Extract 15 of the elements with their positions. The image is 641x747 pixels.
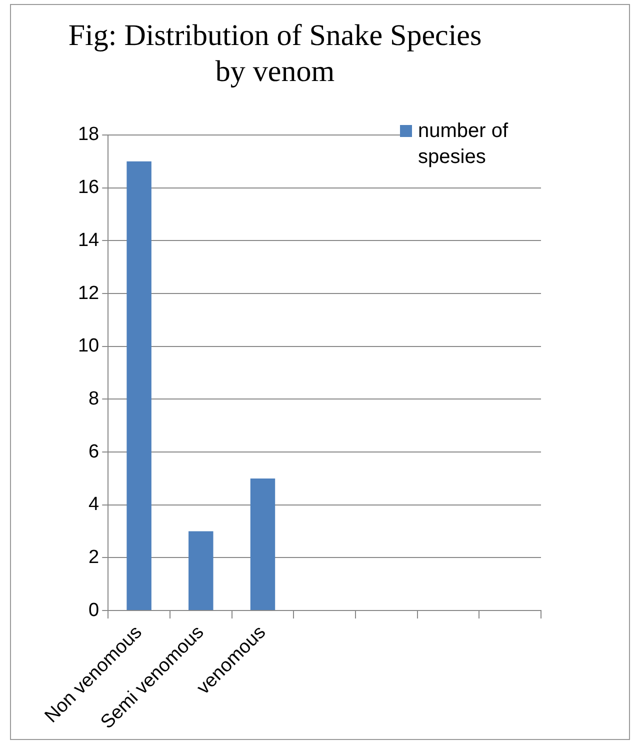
y-tick-label: 12: [78, 282, 100, 304]
bar: [250, 478, 276, 610]
y-tick-label: 4: [88, 494, 100, 516]
y-tick-label: 16: [78, 177, 100, 198]
bar: [126, 161, 152, 610]
y-tick-label: 6: [88, 441, 100, 462]
chart-title: Fig: Distribution of Snake Species by venom: [67, 18, 483, 90]
y-tick-label: 10: [78, 336, 100, 357]
y-tick-label: 8: [88, 388, 100, 410]
y-tick-label: 18: [78, 124, 100, 146]
legend-label: number of spesies: [418, 119, 510, 170]
y-tick-label: 0: [88, 600, 100, 621]
y-tick-label: 14: [78, 230, 100, 251]
bar: [188, 531, 214, 610]
y-tick-label: 2: [88, 546, 100, 568]
